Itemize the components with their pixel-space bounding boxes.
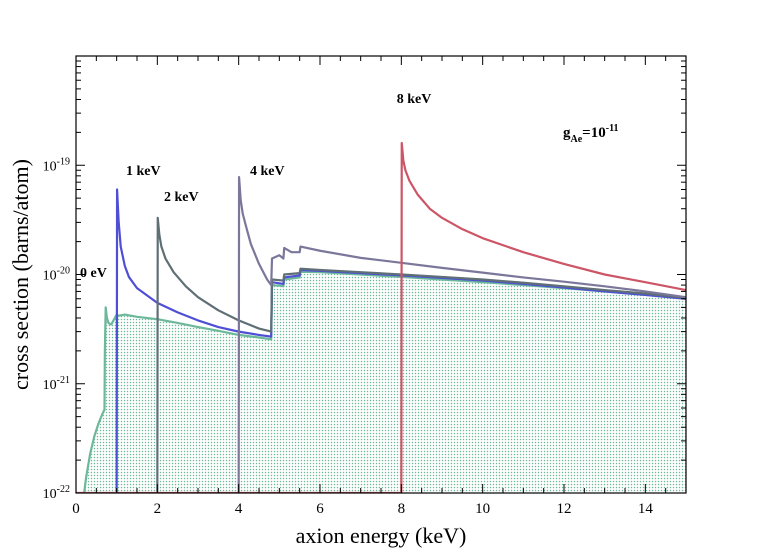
- y-tick-label: 10-20: [43, 266, 70, 284]
- y-axis-title: cross section (barns/atom): [8, 159, 33, 390]
- y-axis: 10-22 10-21 10-20 10-19: [43, 60, 686, 502]
- series-label-4-kev: 4 keV: [250, 164, 285, 179]
- series-line-8-kev: [76, 141, 686, 493]
- series-label-1-kev: 1 keV: [126, 164, 161, 179]
- series-fill-0-ev: [84, 271, 686, 493]
- x-tick-label: 10: [475, 501, 490, 517]
- series-label-8-kev: 8 keV: [397, 92, 432, 107]
- series-line-4-kev: [237, 175, 686, 493]
- x-tick-label: 14: [638, 501, 654, 517]
- x-tick-label: 12: [557, 501, 572, 517]
- plot-area: [76, 141, 686, 493]
- series-label-0-ev: 0 eV: [80, 266, 107, 281]
- y-tick-label: 10-19: [43, 156, 70, 174]
- series-line-0-ev: [83, 270, 686, 493]
- coupling-annotation: gAe=10-11: [563, 123, 619, 145]
- x-tick-label: 8: [398, 501, 406, 517]
- x-tick-label: 6: [316, 501, 324, 517]
- y-tick-label: 10-22: [43, 484, 70, 502]
- series-line-2-kev: [156, 216, 686, 493]
- y-tick-label: 10-21: [43, 375, 70, 393]
- x-tick-label: 2: [154, 501, 162, 517]
- x-axis-title: axion energy (keV): [296, 523, 467, 548]
- series-label-2-kev: 2 keV: [164, 190, 199, 205]
- x-tick-label: 4: [235, 501, 243, 517]
- x-axis: 0 2 4 6 8 10 12 14: [72, 56, 687, 517]
- x-tick-label: 0: [72, 501, 80, 517]
